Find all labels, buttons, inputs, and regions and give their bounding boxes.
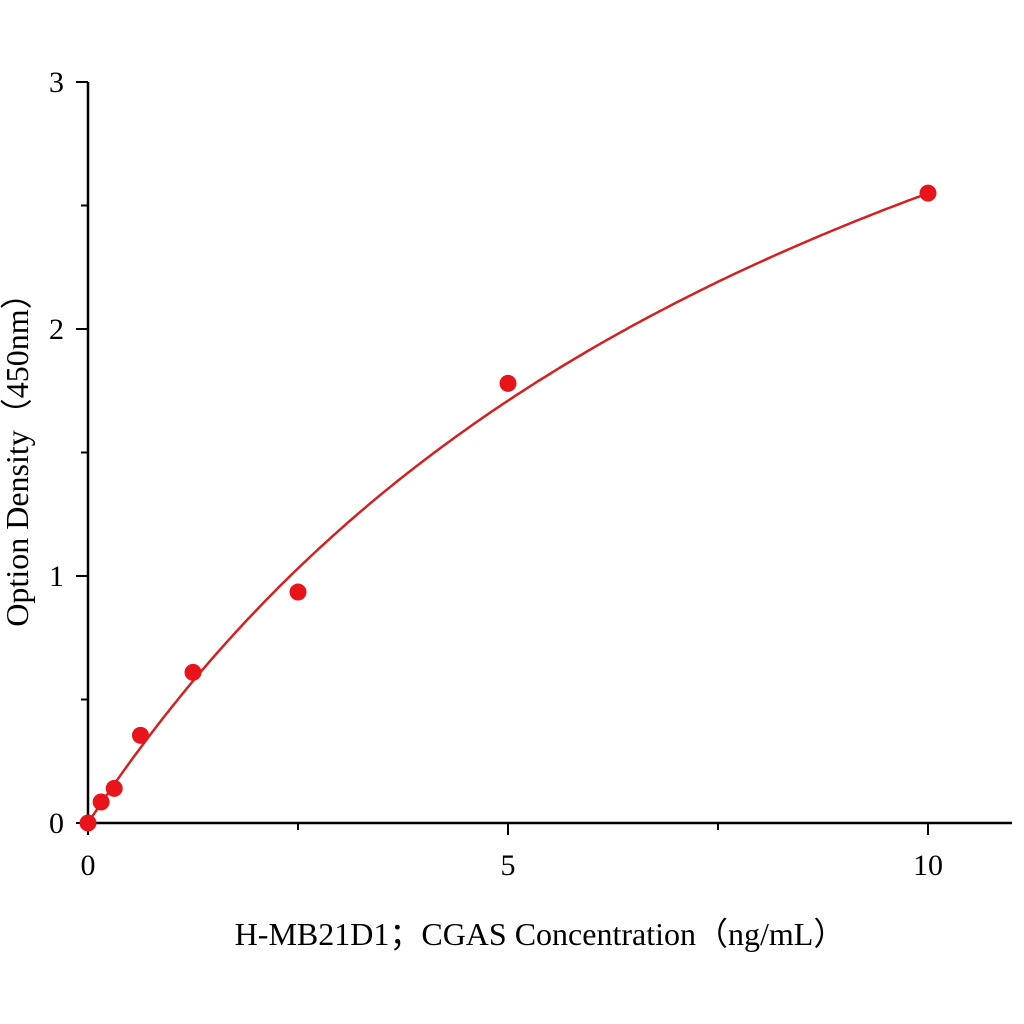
y-tick-label: 2	[49, 313, 64, 346]
data-point	[919, 184, 937, 202]
data-point	[105, 779, 123, 797]
y-axis-title: Option Density（450nm）	[0, 277, 35, 626]
data-point	[184, 663, 202, 681]
data-point	[499, 374, 517, 392]
fit-curve	[86, 192, 929, 824]
data-point	[79, 814, 97, 832]
y-tick-label: 0	[49, 807, 64, 840]
y-tick-label: 3	[49, 66, 64, 99]
data-points	[79, 184, 937, 832]
data-point	[132, 726, 149, 744]
x-tick-label: 10	[913, 849, 943, 882]
x-tick-label: 0	[81, 849, 96, 882]
tick-labels: 0 1 2 3 0 5 10	[49, 66, 943, 882]
x-tick-label: 5	[501, 849, 516, 882]
y-tick-label: 1	[49, 560, 64, 593]
data-point	[289, 583, 307, 601]
data-point	[92, 793, 110, 811]
axes	[76, 81, 1012, 835]
x-axis-title: H-MB21D1；CGAS Concentration（ng/mL）	[235, 916, 846, 952]
